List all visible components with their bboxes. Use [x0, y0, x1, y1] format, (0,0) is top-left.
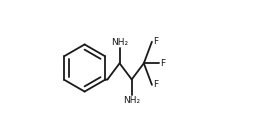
- Text: NH₂: NH₂: [123, 96, 140, 105]
- Text: F: F: [160, 59, 165, 68]
- Text: F: F: [153, 37, 158, 46]
- Text: NH₂: NH₂: [111, 38, 128, 47]
- Text: F: F: [153, 80, 158, 89]
